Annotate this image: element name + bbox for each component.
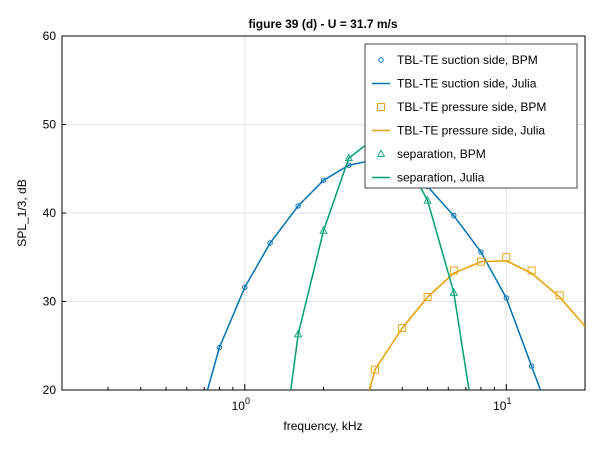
data-point [423,293,432,302]
legend-label: separation, BPM [397,147,486,161]
chart-title: figure 39 (d) - U = 31.7 m/s [248,17,397,31]
data-point [242,284,248,291]
y-tick-label: 30 [43,295,57,309]
y-tick-label: 20 [43,383,57,397]
data-point [398,324,407,332]
data-point [478,249,484,255]
x-axis-label: frequency, kHz [283,419,362,433]
data-point [295,203,301,209]
legend-marker-swatch [376,149,386,158]
y-tick-label: 50 [43,118,57,132]
y-axis-label: SPL_1/3, dB [15,179,29,246]
data-point [267,240,273,246]
y-tick-label: 60 [43,29,57,43]
data-point [503,295,509,301]
legend-label: TBL-TE suction side, Julia [397,77,537,91]
data-point [371,365,380,374]
x-tick-label: 100 [232,396,250,413]
data-point [555,291,564,300]
y-tick-label: 40 [43,206,57,220]
legend-label: TBL-TE pressure side, BPM [397,100,546,114]
legend-label: TBL-TE pressure side, Julia [397,124,545,138]
data-point [451,212,457,219]
x-tick-label: 101 [493,396,511,413]
axis-ticks: 20 30 40 50 60 100 101 [43,29,586,413]
legend-marker-swatch [377,103,385,111]
legend-label: separation, Julia [397,171,485,185]
legend-box [364,43,578,189]
series-line [368,260,585,390]
legend-label: TBL-TE suction side, BPM [397,53,538,67]
legend: TBL-TE suction side, BPM TBL-TE suction s… [364,43,578,189]
data-point [423,195,432,204]
legend-marker-swatch [378,57,384,63]
data-point [320,177,327,183]
